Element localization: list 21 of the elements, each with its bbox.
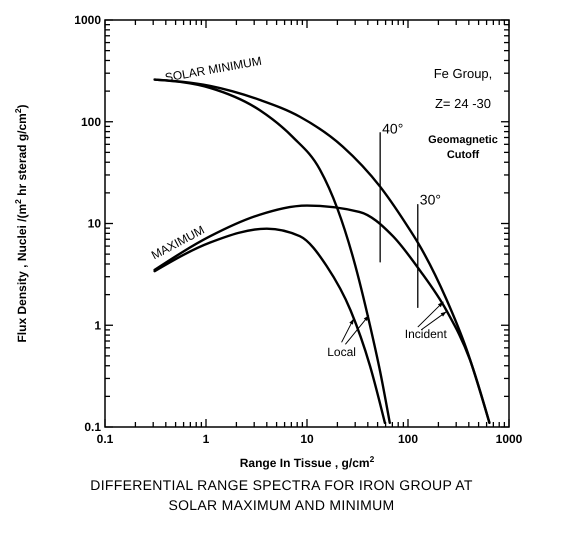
y-tick-label: 1000 bbox=[74, 13, 102, 27]
annotation: Z= 24 -30 bbox=[434, 96, 492, 111]
annotation: SOLAR MINIMUM bbox=[164, 54, 263, 85]
y-tick-label: 100 bbox=[80, 114, 102, 129]
x-tick-label: 0.1 bbox=[96, 432, 114, 446]
y-tick-label: 0.1 bbox=[84, 420, 102, 434]
y-tick-label: 10 bbox=[88, 216, 102, 230]
annotation: 40° bbox=[382, 120, 404, 137]
text: DIFFERENTIAL RANGE SPECTRA FOR IRON GROUP AT SOLAR MAXIMUM AND MINIMUM bbox=[90, 477, 473, 513]
x-axis-title: Range In Tissue , g/cm$^{2}$ bbox=[240, 454, 375, 470]
y-tick-label: 1 bbox=[94, 318, 102, 332]
annotation: Geomagnetic bbox=[428, 134, 498, 146]
annotation: 30° bbox=[420, 192, 441, 208]
x-tick-label: 1000 bbox=[496, 432, 523, 446]
annotation: Incident bbox=[404, 326, 448, 341]
x-tick-label: 1 bbox=[202, 432, 210, 446]
x-tick-label: 100 bbox=[398, 432, 418, 446]
annotation: Fe Group, bbox=[434, 66, 492, 81]
x-tick-label: 10 bbox=[300, 432, 314, 446]
annotation: Local bbox=[327, 344, 356, 359]
annotation: Cutoff bbox=[446, 149, 480, 161]
